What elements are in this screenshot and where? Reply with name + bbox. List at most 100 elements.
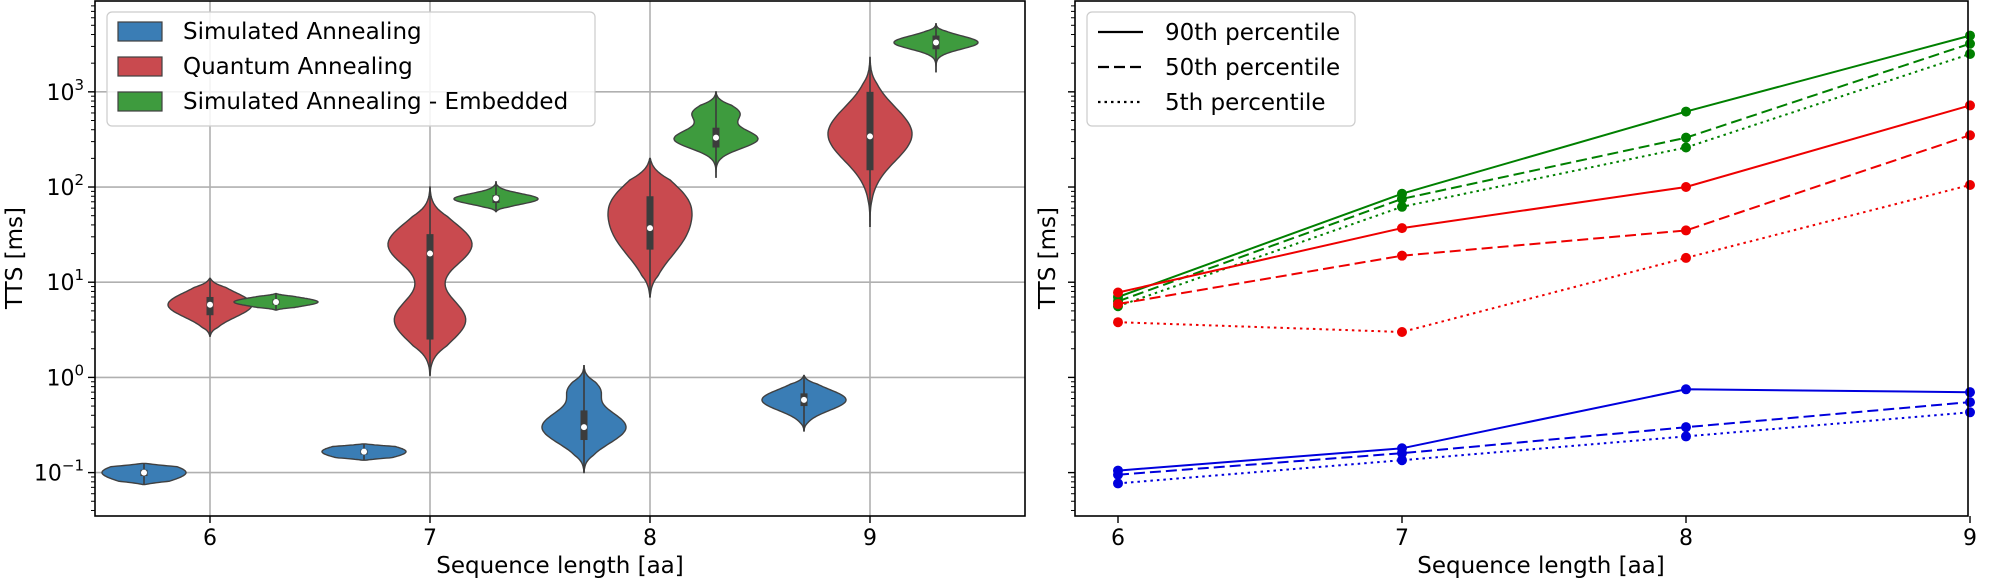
- violin-y-tick-label: 101: [46, 266, 84, 296]
- line-data-point: [1397, 455, 1407, 466]
- line-data-point: [1681, 422, 1691, 433]
- tick-base: 10: [46, 366, 74, 391]
- line-series-path: [1117, 134, 1971, 305]
- line-data-point: [1113, 478, 1123, 489]
- violin-median-marker: [647, 225, 653, 232]
- line-data-point: [1965, 38, 1975, 49]
- line-data-point: [1681, 252, 1691, 263]
- violin-plot-frame: [94, 0, 1026, 517]
- line-data-point: [1397, 201, 1407, 212]
- tick-base: 10: [46, 271, 74, 296]
- line-axis-ticks: 6 7 8 9: [1068, 5, 1977, 551]
- line-data-point: [1113, 317, 1123, 328]
- line-data-point: [1681, 132, 1691, 143]
- line-data-point: [1965, 180, 1975, 191]
- line-series-path: [1117, 104, 1971, 294]
- line-x-axis-label: Sequence length [aa]: [1417, 553, 1665, 579]
- line-data-point: [1965, 100, 1975, 111]
- violin-y-tick-label: 103: [46, 76, 84, 106]
- violin-legend-label: Simulated Annealing - Embedded: [183, 89, 568, 115]
- line-series-path: [1117, 401, 1971, 476]
- line-data-point: [1397, 448, 1407, 459]
- line-y-axis-label: TTS [ms]: [1035, 207, 1061, 310]
- line-legend-label: 90th percentile: [1165, 20, 1340, 46]
- violin-legend-swatch: [117, 56, 163, 77]
- line-series: [1113, 30, 1975, 489]
- violin-iqr-box: [646, 196, 654, 250]
- violin-median-marker: [581, 424, 587, 431]
- line-data-point: [1113, 299, 1123, 310]
- violin-legend: Simulated Annealing Quantum Annealing Simu…: [106, 11, 596, 127]
- line-data-point: [1681, 431, 1691, 442]
- violin-median-marker: [141, 469, 147, 476]
- tick-exponent: −1: [62, 457, 84, 475]
- line-data-point: [1965, 387, 1975, 398]
- violin-bodies: [101, 23, 979, 486]
- violin-median-marker: [801, 396, 807, 403]
- line-legend: 90th percentile 50th percentile 5th percen…: [1086, 11, 1356, 127]
- line-data-point: [1681, 225, 1691, 236]
- line-series-path: [1117, 184, 1971, 334]
- line-x-tick-label: 7: [1395, 526, 1409, 551]
- tick-exponent: 2: [74, 171, 84, 189]
- line-legend-box: [1086, 11, 1356, 127]
- violin-x-tick-label: 8: [643, 526, 657, 551]
- line-data-point: [1681, 106, 1691, 117]
- line-data-point: [1113, 469, 1123, 480]
- violin-median-marker: [493, 195, 499, 202]
- violin-median-marker: [713, 134, 719, 141]
- violin-iqr-box: [426, 234, 434, 340]
- line-series-path: [1117, 388, 1971, 472]
- line-data-point: [1397, 193, 1407, 204]
- violin-y-tick-label: 100: [46, 361, 84, 391]
- tick-exponent: 3: [74, 76, 84, 94]
- line-x-tick-label: 9: [1963, 526, 1977, 551]
- line-x-tick-label: 8: [1679, 526, 1693, 551]
- line-series-path: [1117, 34, 1971, 298]
- violin-median-marker: [427, 250, 433, 257]
- line-data-point: [1965, 407, 1975, 418]
- violin-legend-label: Simulated Annealing: [183, 19, 422, 45]
- violin-x-axis-label: Sequence length [aa]: [436, 553, 684, 579]
- line-data-point: [1681, 142, 1691, 153]
- violin-legend-swatch: [117, 21, 163, 42]
- line-series-path: [1117, 53, 1971, 308]
- line-x-tick-label: 6: [1111, 526, 1125, 551]
- violin-median-marker: [207, 301, 213, 308]
- violin-x-tick-label: 7: [423, 526, 437, 551]
- line-data-point: [1397, 250, 1407, 261]
- tick-base: 10: [46, 81, 74, 106]
- violin-median-marker: [273, 298, 279, 305]
- tick-exponent: 1: [74, 266, 84, 284]
- violin-iqr-box: [866, 91, 874, 171]
- line-data-point: [1397, 326, 1407, 337]
- tick-base: 10: [34, 462, 62, 487]
- tick-exponent: 0: [74, 361, 84, 379]
- violin-legend-box: [106, 11, 596, 127]
- violin-legend-swatch: [117, 91, 163, 112]
- line-data-point: [1113, 287, 1123, 298]
- violin-y-tick-label: 102: [46, 171, 84, 201]
- violin-median-marker: [867, 133, 873, 140]
- line-plot-frame: [1074, 0, 1969, 517]
- line-series-path: [1117, 42, 1971, 303]
- tick-base: 10: [46, 176, 74, 201]
- line-data-point: [1965, 130, 1975, 141]
- violin-y-tick-label: 10−1: [34, 457, 84, 487]
- violin-median-marker: [361, 448, 367, 455]
- violin-y-axis-label: TTS [ms]: [2, 207, 28, 310]
- line-panel: 6 7 8 9 Sequence length [aa] TTS [ms] 90th …: [1035, 0, 1977, 579]
- line-legend-label: 50th percentile: [1165, 55, 1340, 81]
- line-data-point: [1965, 48, 1975, 59]
- violin-legend-label: Quantum Annealing: [183, 54, 413, 80]
- line-data-point: [1681, 182, 1691, 193]
- violin-x-tick-label: 9: [863, 526, 877, 551]
- violin-median-marker: [933, 39, 939, 46]
- line-data-point: [1965, 397, 1975, 408]
- violin-x-tick-label: 6: [203, 526, 217, 551]
- line-data-point: [1397, 223, 1407, 234]
- line-legend-label: 5th percentile: [1165, 90, 1326, 116]
